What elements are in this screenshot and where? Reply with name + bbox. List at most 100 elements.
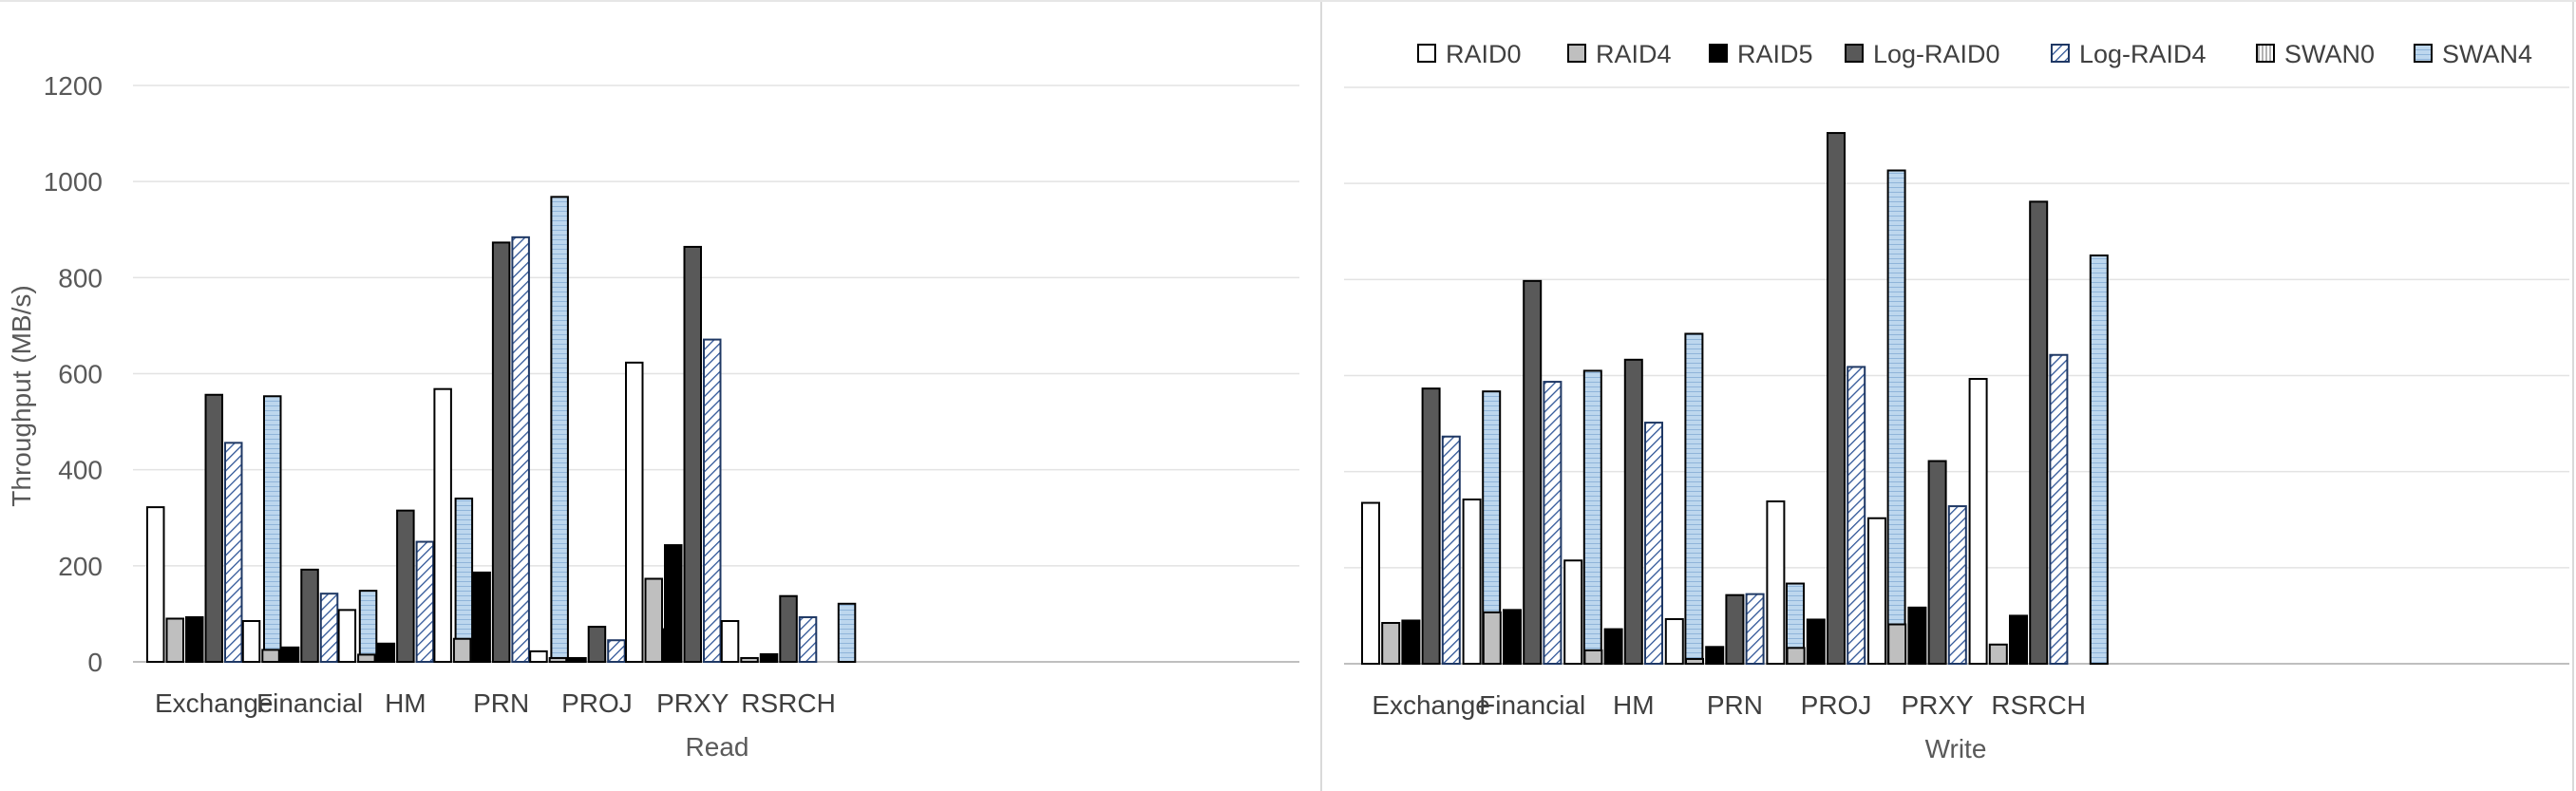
legend-item-swan0: SWAN0 bbox=[2256, 40, 2375, 68]
read-category-label: Exchange bbox=[155, 688, 274, 718]
legend-swatch bbox=[1567, 44, 1586, 63]
read-y-tick-label: 400 bbox=[58, 456, 103, 485]
write-bar-rsrch-raid4 bbox=[1988, 643, 2008, 665]
write-bar-financial-raid4 bbox=[1482, 611, 1502, 666]
write-bar-hm-log-raid4 bbox=[1644, 422, 1663, 665]
write-bar-prxy-raid0 bbox=[1867, 517, 1886, 665]
read-bar-hm-raid4 bbox=[357, 653, 376, 663]
legend-swatch bbox=[2414, 44, 2433, 63]
legend-swatch bbox=[1845, 44, 1864, 63]
read-bar-prn-log-raid4 bbox=[511, 235, 530, 664]
write-bar-rsrch-log-raid0 bbox=[2029, 200, 2049, 665]
read-bar-financial-swan4 bbox=[358, 590, 378, 663]
legend-swatch bbox=[2256, 44, 2275, 63]
read-bar-proj-log-raid4 bbox=[607, 639, 626, 663]
read-bar-prn-log-raid0 bbox=[491, 241, 511, 663]
read-y-axis-title: Throughput (MB/s) bbox=[7, 285, 36, 506]
read-bar-prn-swan4 bbox=[550, 196, 569, 663]
read-bar-rsrch-swan4 bbox=[837, 602, 857, 664]
read-category-label: Financial bbox=[256, 688, 363, 718]
write-bar-proj-raid4 bbox=[1786, 647, 1806, 665]
read-category-label: PRN bbox=[473, 688, 529, 718]
write-bar-hm-swan4 bbox=[1684, 332, 1704, 665]
read-bar-rsrch-raid5 bbox=[759, 652, 779, 664]
read-category-label: RSRCH bbox=[741, 688, 836, 718]
write-bars bbox=[1361, 132, 2109, 666]
write-bar-financial-log-raid4 bbox=[1543, 381, 1563, 665]
read-bar-exchange-swan4 bbox=[263, 395, 282, 663]
read-x-axis-title: Read bbox=[686, 732, 749, 762]
write-bar-exchange-raid5 bbox=[1401, 619, 1421, 665]
read-bar-proj-log-raid0 bbox=[587, 626, 607, 663]
write-bar-rsrch-raid5 bbox=[2009, 614, 2028, 666]
read-bar-financial-raid4 bbox=[261, 649, 280, 664]
read-bar-exchange-raid5 bbox=[185, 615, 204, 664]
read-category-label: PRXY bbox=[656, 688, 729, 718]
write-category-label: Financial bbox=[1479, 690, 1585, 720]
read-bar-prxy-raid4 bbox=[644, 577, 663, 664]
read-bar-financial-raid5 bbox=[280, 646, 300, 664]
write-bar-rsrch-log-raid4 bbox=[2049, 353, 2069, 665]
write-bar-financial-raid0 bbox=[1462, 499, 1482, 665]
read-y-tick-label: 200 bbox=[58, 552, 103, 581]
read-bar-prxy-raid0 bbox=[625, 361, 644, 663]
write-bar-proj-swan4 bbox=[1886, 169, 1906, 666]
write-bar-hm-log-raid0 bbox=[1623, 358, 1643, 665]
write-bar-prxy-raid5 bbox=[1907, 606, 1927, 666]
read-bar-rsrch-raid4 bbox=[740, 656, 759, 663]
read-y-tick-label: 1200 bbox=[44, 71, 103, 101]
legend-label: RAID5 bbox=[1737, 40, 1813, 68]
write-bar-financial-log-raid0 bbox=[1523, 279, 1543, 665]
write-bar-prn-raid0 bbox=[1664, 617, 1684, 666]
write-bar-prxy-log-raid0 bbox=[1927, 460, 1947, 665]
write-bar-prn-log-raid0 bbox=[1725, 593, 1745, 665]
write-bar-rsrch-swan4 bbox=[2089, 254, 2109, 665]
read-bar-hm-log-raid0 bbox=[396, 509, 415, 663]
write-bar-hm-raid4 bbox=[1583, 649, 1603, 666]
legend-item-swan4: SWAN4 bbox=[2414, 40, 2532, 68]
read-y-tick-label: 600 bbox=[58, 360, 103, 389]
read-y-tick-label: 800 bbox=[58, 263, 103, 292]
read-bar-prxy-log-raid0 bbox=[683, 245, 702, 663]
write-bar-prn-raid4 bbox=[1685, 657, 1704, 665]
read-bar-prxy-raid5 bbox=[664, 544, 683, 664]
write-bar-exchange-log-raid0 bbox=[1421, 387, 1441, 665]
read-y-ticks: 0 200 400 600 800 1000 1200 bbox=[44, 71, 103, 677]
write-x-axis-title: Write bbox=[1925, 734, 1987, 763]
write-bar-financial-swan4 bbox=[1582, 369, 1602, 665]
write-category-label: PRN bbox=[1707, 690, 1763, 720]
legend-label: SWAN0 bbox=[2284, 40, 2375, 68]
legend-label: RAID4 bbox=[1596, 40, 1672, 68]
write-bar-proj-raid5 bbox=[1806, 618, 1826, 665]
read-bar-proj-raid4 bbox=[548, 656, 568, 663]
write-bar-proj-log-raid4 bbox=[1847, 366, 1866, 665]
read-y-tick-label: 0 bbox=[87, 648, 103, 677]
legend-item-raid4: RAID4 bbox=[1567, 40, 1672, 68]
legend-swatch bbox=[2051, 44, 2070, 63]
read-bar-exchange-raid4 bbox=[165, 617, 184, 663]
read-category-label: HM bbox=[385, 688, 426, 718]
write-bar-prxy-raid4 bbox=[1887, 623, 1907, 665]
write-bar-prn-raid5 bbox=[1705, 646, 1725, 666]
legend-label: Log-RAID4 bbox=[2079, 40, 2207, 68]
read-bar-exchange-log-raid0 bbox=[204, 393, 223, 663]
read-bar-prn-raid0 bbox=[433, 387, 452, 663]
legend-item-raid5: RAID5 bbox=[1709, 40, 1813, 68]
legend-item-log-raid4: Log-RAID4 bbox=[2051, 40, 2207, 68]
read-bar-financial-raid0 bbox=[241, 620, 261, 663]
read-bar-exchange-log-raid4 bbox=[224, 442, 243, 663]
write-bar-proj-raid0 bbox=[1766, 500, 1786, 665]
write-bar-exchange-raid4 bbox=[1381, 622, 1401, 665]
read-bar-rsrch-log-raid4 bbox=[798, 615, 818, 664]
read-bar-hm-raid5 bbox=[376, 642, 396, 663]
read-bars bbox=[146, 196, 857, 664]
read-bar-prn-raid4 bbox=[452, 637, 472, 663]
read-bar-proj-raid0 bbox=[529, 650, 548, 663]
write-category-label: HM bbox=[1613, 690, 1655, 720]
write-bar-proj-log-raid0 bbox=[1827, 132, 1846, 666]
